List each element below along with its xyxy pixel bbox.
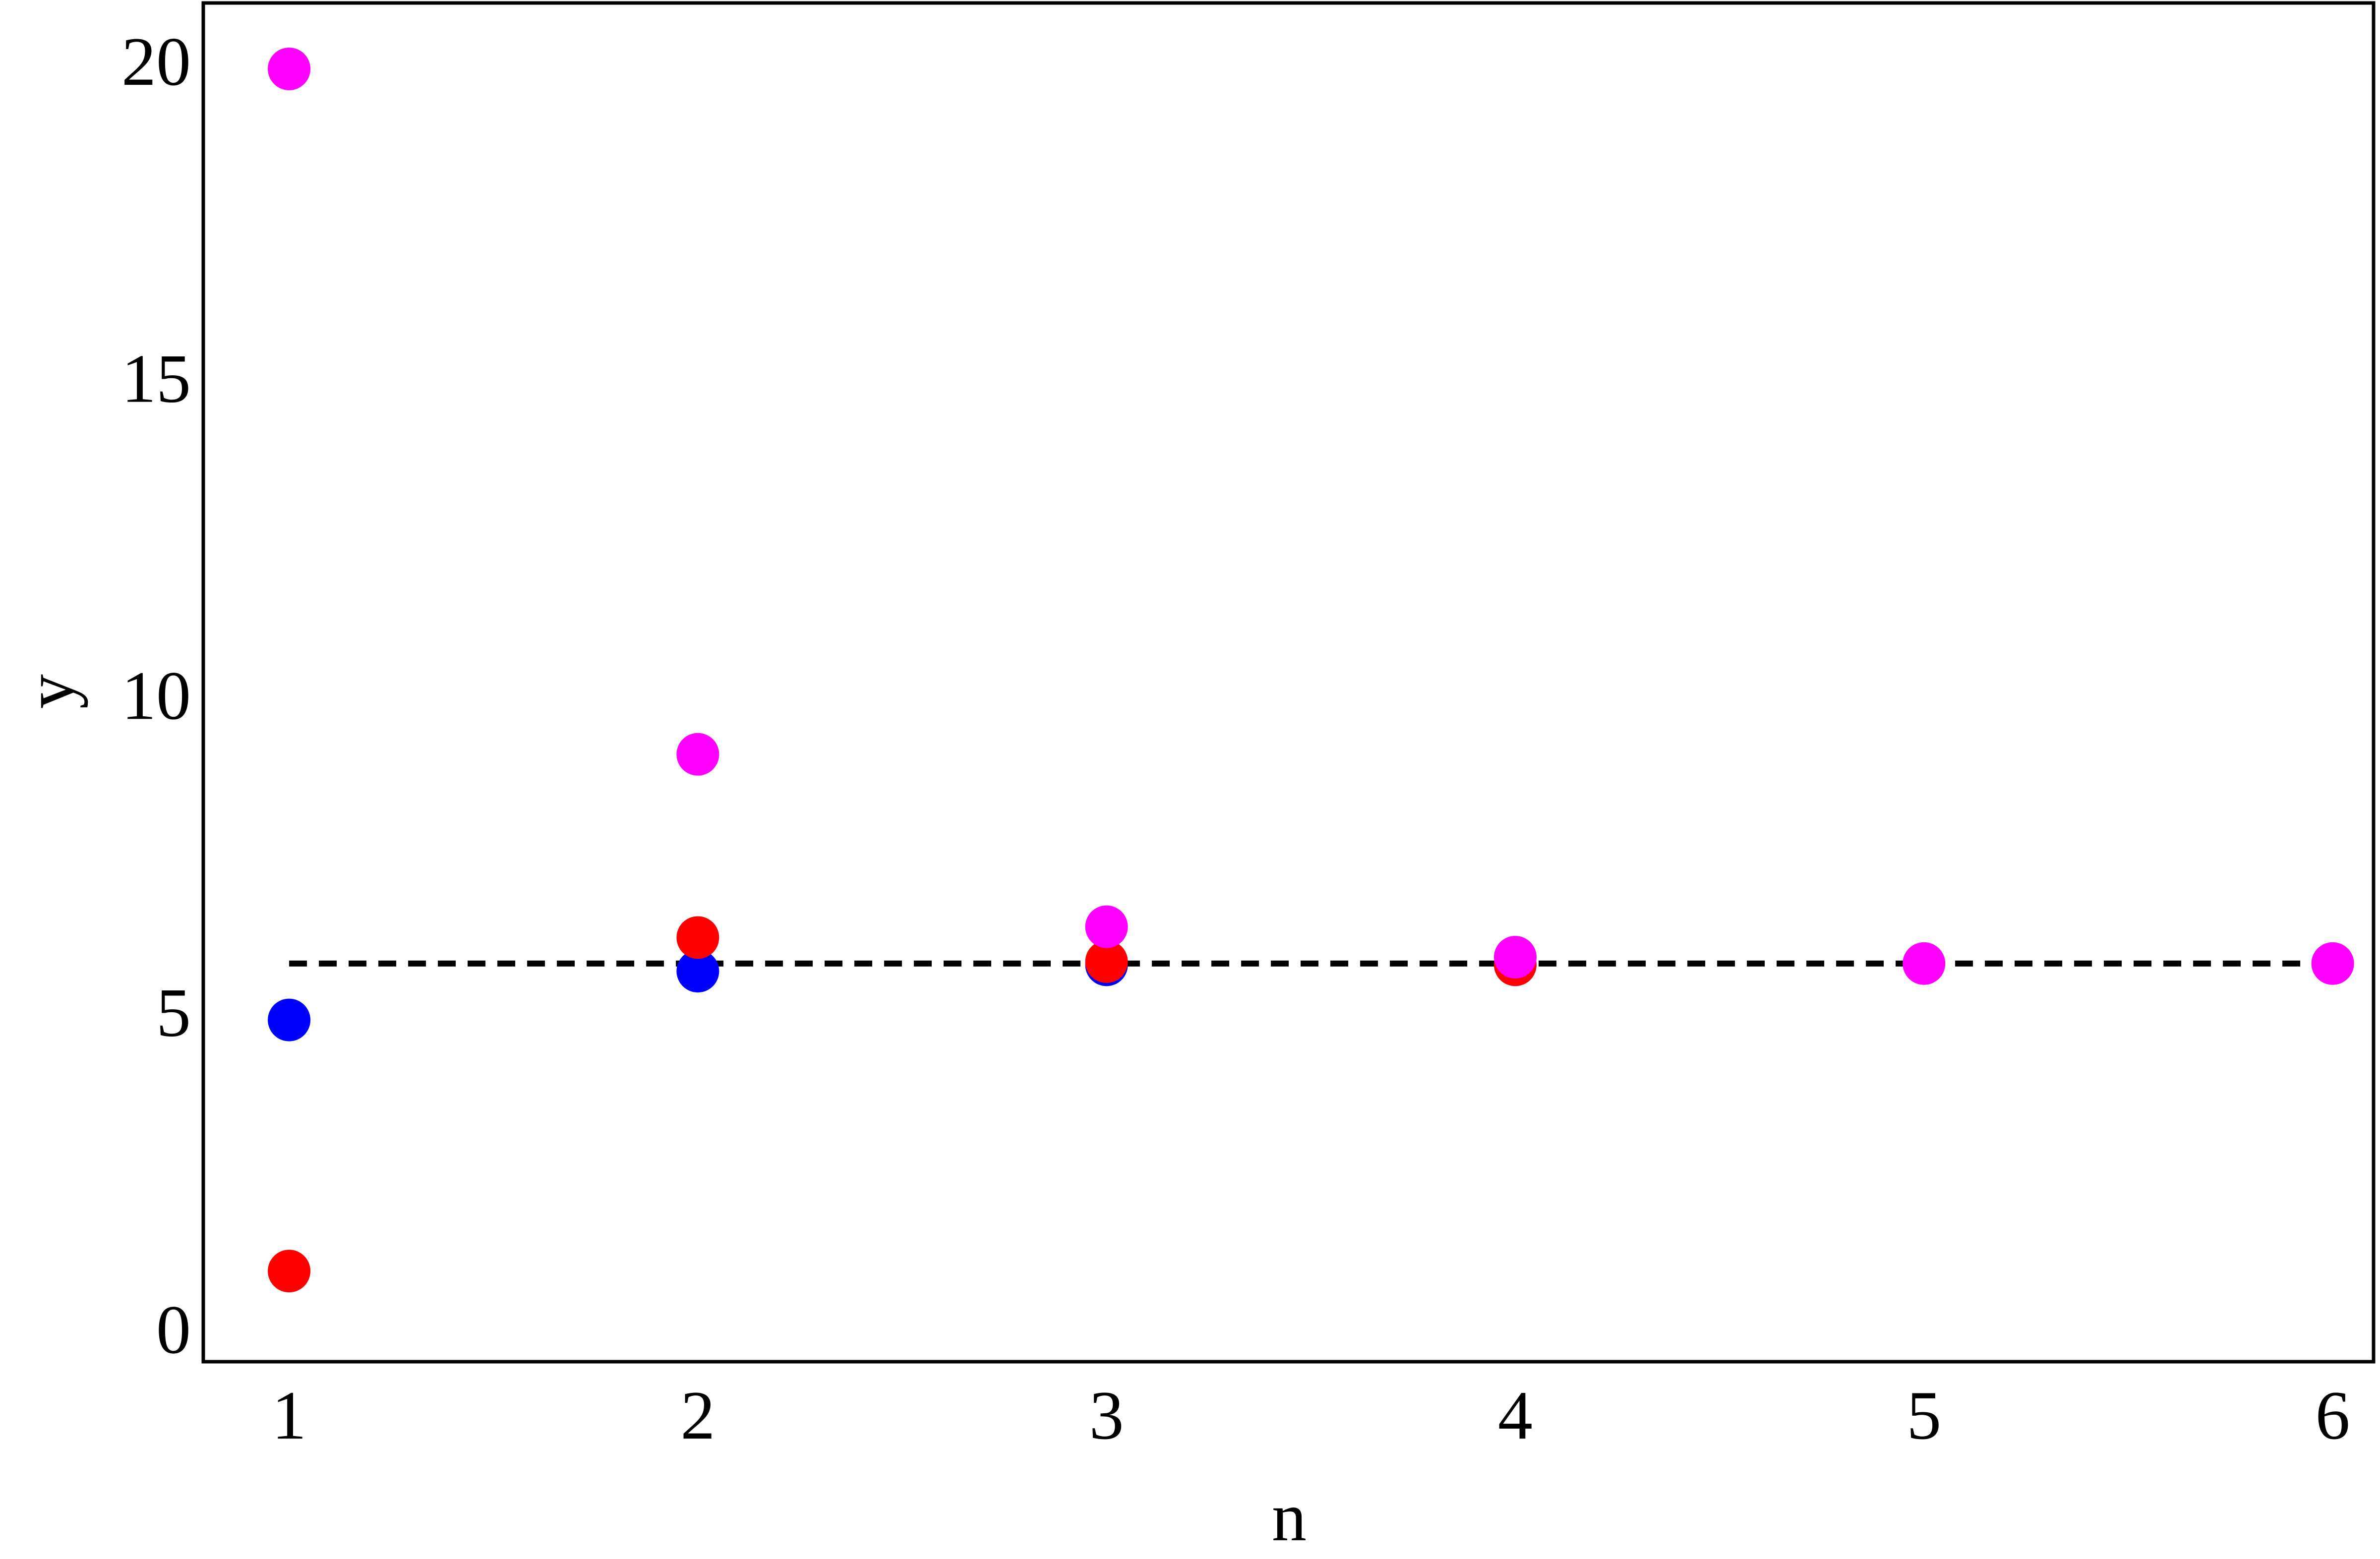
x-tick-label: 6 xyxy=(2316,1377,2350,1454)
x-axis-label: n xyxy=(1272,1479,1307,1556)
x-tick-label: 4 xyxy=(1498,1377,1533,1454)
y-tick-label: 0 xyxy=(156,1291,191,1368)
point xyxy=(1085,940,1128,983)
point xyxy=(268,998,311,1041)
y-tick-label: 20 xyxy=(121,23,191,100)
point xyxy=(676,733,719,776)
point xyxy=(1903,942,1946,985)
x-tick-label: 2 xyxy=(680,1377,715,1454)
x-tick-label: 5 xyxy=(1906,1377,1941,1454)
point xyxy=(676,916,719,959)
point xyxy=(676,950,719,993)
y-tick-label: 10 xyxy=(121,657,191,734)
y-axis-label: y xyxy=(11,674,88,709)
point xyxy=(268,1250,311,1293)
y-tick-label: 15 xyxy=(121,341,191,417)
point xyxy=(268,48,311,91)
point xyxy=(1085,905,1128,948)
x-tick-label: 1 xyxy=(272,1377,306,1454)
point xyxy=(1493,935,1537,979)
y-tick-label: 5 xyxy=(156,975,191,1051)
point xyxy=(2311,942,2354,985)
plot-frame xyxy=(201,1,2376,1364)
x-tick-label: 3 xyxy=(1089,1377,1124,1454)
